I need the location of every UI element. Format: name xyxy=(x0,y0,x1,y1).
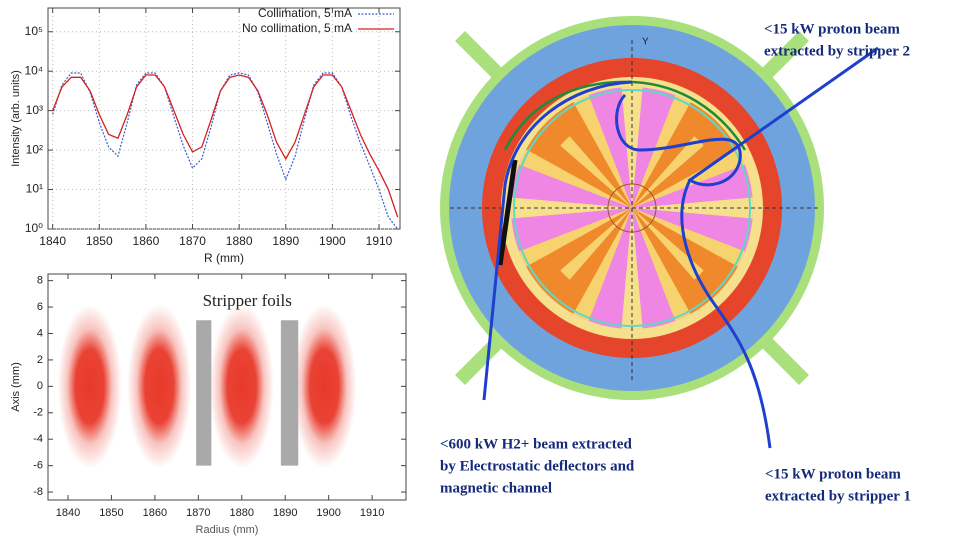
y-tick-label: 10¹ xyxy=(26,182,43,196)
legend-label: Collimation, 5 mA xyxy=(258,6,352,20)
x-tick-label: 1880 xyxy=(230,507,254,519)
x-tick-label: 1880 xyxy=(226,234,253,248)
label: <15 kW proton beam xyxy=(764,21,900,37)
sector xyxy=(632,197,753,219)
label: by Electrostatic deflectors and xyxy=(440,458,635,474)
x-tick-label: 1910 xyxy=(366,234,393,248)
line-series xyxy=(52,74,399,218)
y-axis-title: Intensity (arb. units) xyxy=(10,70,22,167)
orbit xyxy=(513,89,751,327)
x-tick-label: 1860 xyxy=(143,507,167,519)
y-tick-label: 6 xyxy=(37,301,43,313)
y-tick-label: -6 xyxy=(33,460,43,472)
y-tick-label: 10⁴ xyxy=(24,63,43,77)
y-tick-label: -2 xyxy=(33,407,43,419)
label: extracted by stripper 1 xyxy=(765,488,911,504)
axis-label: Y xyxy=(642,37,649,48)
label: <15 kW proton beam xyxy=(765,466,901,482)
y-tick-label: 10⁰ xyxy=(25,221,43,235)
chart: -8 -6 -4 -2 0 2 4 6 8 1840 1850 1860 1870 1880 1890 190… xyxy=(10,273,407,536)
x-tick-label: 1850 xyxy=(86,234,113,248)
particle-cloud xyxy=(57,304,122,469)
y-tick-label: -4 xyxy=(33,433,43,445)
sector xyxy=(632,136,704,208)
y-tick-label: 10³ xyxy=(26,103,43,117)
particle-cloud xyxy=(209,304,274,469)
chart: 10⁰ 10¹ 10² 10³ 10⁴ 10⁵ 1840 1850 1860 1870 1880 18… xyxy=(10,6,401,265)
spoke xyxy=(759,31,809,81)
label: <600 kW H2+ beam extracted xyxy=(440,436,632,452)
y-axis-title: Axis (mm) xyxy=(10,362,22,412)
sectors xyxy=(511,86,753,329)
x-tick-label: 1890 xyxy=(272,234,299,248)
stripper2-beam xyxy=(615,46,879,187)
x-tick-label: 1910 xyxy=(360,507,384,519)
x-tick-label: 1840 xyxy=(56,507,80,519)
label: extracted by stripper 2 xyxy=(764,43,910,59)
sector xyxy=(632,208,704,280)
x-axis-title: Radius (mm) xyxy=(196,524,259,536)
y-tick-label: 4 xyxy=(37,327,43,339)
x-tick-label: 1900 xyxy=(316,507,340,519)
x-tick-label: 1890 xyxy=(273,507,297,519)
particle-cloud xyxy=(127,304,192,469)
x-tick-label: 1860 xyxy=(133,234,160,248)
x-tick-label: 1870 xyxy=(186,507,210,519)
yoke-spokes xyxy=(455,31,809,385)
annotation: Stripper foils xyxy=(203,291,292,310)
y-tick-label: 10² xyxy=(26,142,43,156)
x-axis-title: R (mm) xyxy=(204,251,244,265)
y-tick-label: 10⁵ xyxy=(25,24,43,38)
y-tick-label: 0 xyxy=(37,380,43,392)
deflector xyxy=(497,159,518,266)
beam-paths xyxy=(482,46,879,449)
y-tick-label: 8 xyxy=(37,275,43,287)
sector xyxy=(621,208,643,329)
h2-beam xyxy=(482,80,633,401)
x-tick-label: 1850 xyxy=(99,507,123,519)
spoke xyxy=(455,335,505,385)
stripper-foil xyxy=(196,320,212,466)
plot-area xyxy=(47,7,401,230)
label: magnetic channel xyxy=(440,480,552,496)
particle-cloud xyxy=(292,304,357,469)
x-tick-label: 1840 xyxy=(39,234,66,248)
x-tick-label: 1870 xyxy=(179,234,206,248)
x-tick-label: 1900 xyxy=(319,234,346,248)
y-tick-label: 2 xyxy=(37,354,43,366)
stripper1-beam xyxy=(680,179,772,449)
sector xyxy=(560,208,632,280)
legend-label: No collimation, 5 mA xyxy=(242,21,352,35)
spoke xyxy=(759,335,809,385)
stripper-foil xyxy=(280,320,299,466)
cyclotron-diagram: Y <15 kW proton beam extracted by stripp… xyxy=(440,16,911,504)
y-tick-label: -8 xyxy=(33,486,43,498)
spoke xyxy=(455,31,505,81)
sector xyxy=(560,136,632,208)
